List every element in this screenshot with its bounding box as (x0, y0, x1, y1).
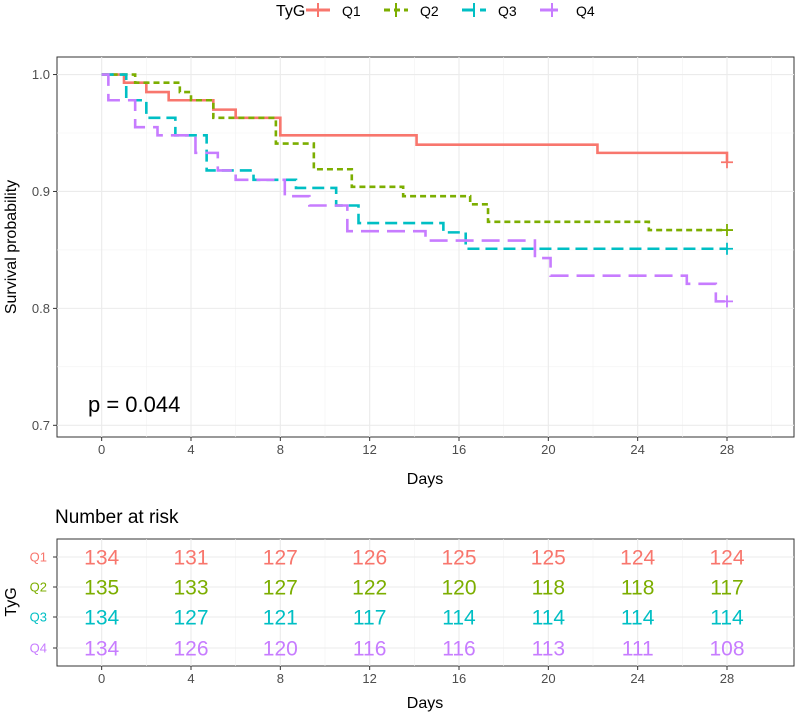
legend-label: Q4 (576, 3, 595, 19)
risk-count: 124 (620, 547, 655, 570)
risk-x-tick-label: 0 (98, 671, 105, 686)
censor-mark-q4 (721, 295, 733, 308)
risk-count: 120 (263, 638, 298, 661)
survival-curves (101, 73, 733, 308)
risk-row-q1: Q1 134 131 127 126 125 125 124 124 (30, 547, 745, 570)
x-axis-ticks: 0 4 8 12 16 20 24 28 (98, 437, 734, 457)
x-tick-label: 28 (720, 442, 734, 457)
legend-items: Q1 Q2 Q3 Q4 (306, 3, 595, 19)
risk-row-label: Q1 (30, 550, 47, 565)
y-axis-label: Survival probability (3, 180, 20, 314)
risk-x-tick-label: 24 (630, 671, 644, 686)
risk-x-tick-label: 28 (720, 671, 734, 686)
risk-x-tick-label: 12 (362, 671, 376, 686)
survival-curve-q4 (101, 73, 727, 303)
y-tick-label: 0.7 (32, 418, 50, 433)
legend-item-q4: Q4 (540, 3, 595, 19)
risk-count: 133 (173, 577, 208, 600)
risk-x-tick-label: 20 (541, 671, 555, 686)
risk-count: 134 (84, 607, 119, 630)
censor-mark-q3 (721, 242, 733, 255)
x-tick-label: 0 (98, 442, 105, 457)
risk-x-axis-ticks: 0 4 8 12 16 20 24 28 (98, 666, 734, 686)
risk-x-tick-label: 16 (452, 671, 466, 686)
risk-count: 117 (710, 577, 743, 600)
y-tick-label: 0.9 (32, 184, 50, 199)
risk-row-q4: Q4 134 126 120 116 116 113 111 108 (30, 638, 745, 661)
risk-panel-border (56, 538, 795, 667)
risk-count: 114 (710, 607, 744, 630)
risk-count: 127 (173, 607, 208, 630)
risk-count: 118 (621, 577, 654, 600)
risk-count: 117 (353, 607, 386, 630)
risk-row-q3: Q3 134 127 121 117 114 114 114 114 (30, 607, 744, 630)
risk-row-label: Q2 (30, 580, 47, 595)
p-value-annotation: p = 0.044 (88, 392, 180, 417)
risk-row-label: Q4 (30, 641, 47, 656)
risk-count: 116 (442, 638, 475, 661)
risk-row-q2: Q2 135 133 127 122 120 118 118 117 (30, 577, 744, 600)
risk-count: 135 (84, 577, 119, 600)
risk-row-label: Q3 (30, 610, 47, 625)
risk-count: 114 (621, 607, 655, 630)
x-tick-label: 4 (187, 442, 194, 457)
legend-label: Q3 (498, 3, 517, 19)
risk-table-title: Number at risk (55, 507, 179, 528)
legend-item-q1: Q1 (306, 3, 361, 19)
plot-panel-border (56, 56, 795, 438)
legend-item-q2: Q2 (384, 3, 439, 19)
survival-curve-q3 (101, 73, 727, 251)
censor-mark-q2 (721, 224, 733, 237)
risk-count: 114 (532, 607, 566, 630)
risk-count: 127 (263, 547, 298, 570)
risk-count: 134 (84, 547, 119, 570)
x-tick-label: 24 (630, 442, 644, 457)
risk-count: 116 (353, 638, 386, 661)
risk-x-tick-label: 4 (187, 671, 194, 686)
risk-count: 125 (441, 547, 476, 570)
y-tick-label: 0.8 (32, 301, 50, 316)
x-axis-label: Days (407, 471, 443, 488)
risk-count: 113 (532, 638, 565, 661)
risk-count: 134 (84, 638, 119, 661)
risk-count: 114 (442, 607, 476, 630)
survival-curve-q2 (101, 73, 727, 232)
risk-x-axis-label: Days (407, 695, 443, 712)
x-tick-label: 8 (277, 442, 284, 457)
y-axis-ticks: 0.7 0.8 0.9 1.0 (32, 67, 57, 433)
risk-count: 118 (532, 577, 565, 600)
risk-count: 111 (622, 638, 654, 661)
survival-plot: 0 4 8 12 16 20 24 28 0.7 0.8 0.9 1.0 p = 0.044 Day… (3, 56, 795, 488)
risk-count: 124 (709, 547, 744, 570)
legend-item-q3: Q3 (462, 3, 517, 19)
risk-count: 121 (263, 607, 298, 630)
risk-count: 122 (352, 577, 387, 600)
legend: TyG Q1 Q2 Q3 Q4 (276, 3, 595, 20)
risk-grid (57, 539, 794, 666)
risk-count: 125 (531, 547, 566, 570)
risk-count: 108 (709, 638, 744, 661)
x-tick-label: 12 (362, 442, 376, 457)
risk-count: 127 (263, 577, 298, 600)
risk-rows: Q1 134 131 127 126 125 125 124 124 Q2 135 133 127 122… (30, 547, 745, 661)
risk-count: 131 (173, 547, 208, 570)
risk-x-tick-label: 8 (277, 671, 284, 686)
censor-mark-q1 (721, 156, 733, 169)
risk-count: 126 (352, 547, 387, 570)
x-tick-label: 20 (541, 442, 555, 457)
risk-y-axis-label: TyG (3, 587, 20, 616)
legend-title: TyG (276, 3, 305, 20)
risk-table: Number at risk Q1 134 131 127 126 125 125 124 12… (3, 507, 795, 712)
legend-label: Q1 (342, 3, 361, 19)
x-tick-label: 16 (452, 442, 466, 457)
risk-count: 126 (173, 638, 208, 661)
legend-label: Q2 (420, 3, 439, 19)
y-tick-label: 1.0 (32, 67, 50, 82)
risk-count: 120 (441, 577, 476, 600)
